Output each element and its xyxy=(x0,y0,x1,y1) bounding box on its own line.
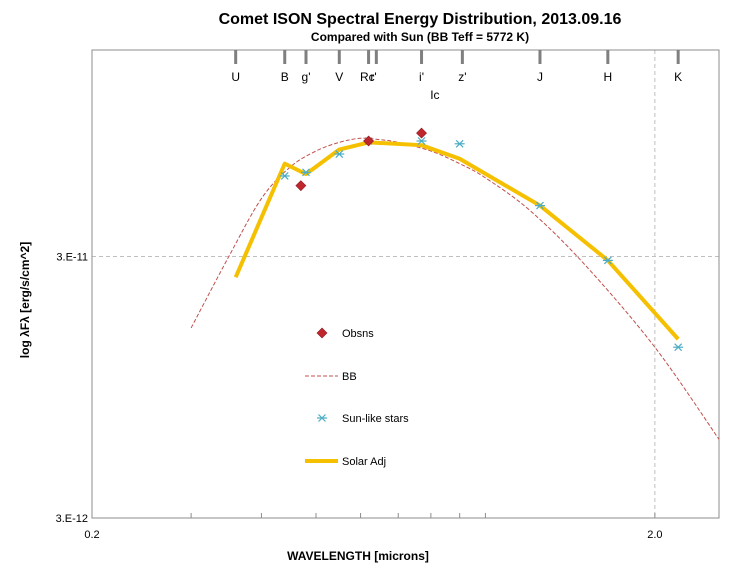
asterisk-stroke xyxy=(674,343,683,352)
asterisk-stroke xyxy=(302,168,310,177)
sun-like-star-point xyxy=(317,414,327,422)
bb-curve xyxy=(190,137,720,440)
y-tick-label: 3.E-12 xyxy=(56,513,88,525)
sun-like-star-point xyxy=(454,139,465,148)
legend-label: BB xyxy=(342,371,357,383)
asterisk-stroke xyxy=(536,201,544,210)
obsns-point xyxy=(295,180,307,192)
band-label: z' xyxy=(458,70,466,84)
legend-item: Obsns xyxy=(316,327,374,340)
gridlines xyxy=(92,50,719,518)
obsns-point xyxy=(363,135,374,147)
x-tick-label: 2.0 xyxy=(647,529,662,541)
band-label: Rc xyxy=(360,70,375,84)
y-axis-tick-labels: 3.E-12 3.E-11 xyxy=(56,252,88,525)
band-label: g' xyxy=(302,70,311,84)
y-tick-label: 3.E-11 xyxy=(56,252,88,264)
band-label: Ic xyxy=(430,88,439,102)
series-layer xyxy=(190,127,720,440)
y-axis-label: log λFλ [erg/s/cm^2] xyxy=(18,242,32,358)
legend-item: BB xyxy=(305,371,357,383)
asterisk-stroke xyxy=(280,172,289,180)
legend-label: Obsns xyxy=(342,328,374,340)
band-label: V xyxy=(335,70,343,84)
asterisk-stroke xyxy=(603,256,612,265)
asterisk-stroke xyxy=(318,414,326,422)
sun-like-star-point xyxy=(416,137,427,145)
legend-label: Sun-like stars xyxy=(342,413,409,425)
sun-like-star-point xyxy=(301,168,312,177)
obsns-point xyxy=(416,127,427,139)
band-label: J xyxy=(537,70,543,84)
chart-title: Comet ISON Spectral Energy Distribution,… xyxy=(219,11,622,28)
x-axis-label: WAVELENGTH [microns] xyxy=(287,549,429,563)
legend-item: Sun-like stars xyxy=(317,413,409,425)
band-label: H xyxy=(604,70,613,84)
obsns-point xyxy=(316,327,328,339)
x-tick-label: 0.2 xyxy=(84,529,99,541)
sun-like-star-point xyxy=(334,150,345,158)
band-label: B xyxy=(281,70,289,84)
band-label: i' xyxy=(419,70,424,84)
x-axis-tick-labels: 0.2 2.0 xyxy=(84,529,662,541)
sun-like-star-point xyxy=(602,256,613,265)
sun-like-star-point xyxy=(279,172,290,180)
chart-subtitle: Compared with Sun (BB Teff = 5772 K) xyxy=(311,30,529,44)
asterisk-stroke xyxy=(455,139,464,148)
legend-label: Solar Adj xyxy=(342,456,386,468)
sun-like-star-point xyxy=(673,343,684,352)
sun-like-star-point xyxy=(534,201,545,210)
asterisk-stroke xyxy=(335,150,344,158)
x-axis-ticks xyxy=(91,513,656,518)
legend: Obsns BB Sun-like stars Solar Adj xyxy=(305,327,409,468)
band-label: K xyxy=(674,70,682,84)
solar-adj-line xyxy=(233,140,680,341)
legend-item: Solar Adj xyxy=(305,456,386,468)
band-label: r' xyxy=(370,70,376,84)
plot-area-frame xyxy=(91,49,720,519)
asterisk-stroke xyxy=(417,137,426,145)
band-label: U xyxy=(231,70,240,84)
